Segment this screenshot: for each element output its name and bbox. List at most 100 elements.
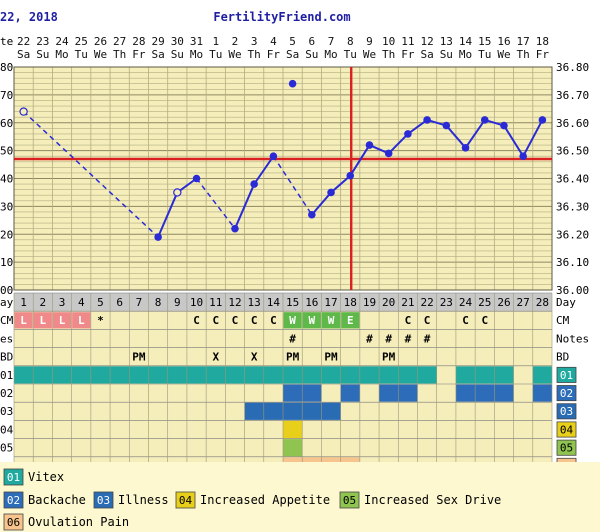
cm-mark: C — [424, 314, 431, 327]
legend-swatch — [3, 491, 24, 509]
y-tick-label: 36.00 — [556, 284, 589, 297]
temp-connector — [503, 125, 525, 157]
cm-mark: C — [232, 314, 239, 327]
left-axis-fragment: 70 — [0, 89, 13, 102]
weekday-label: Th — [113, 48, 126, 61]
y-tick-label: 36.80 — [556, 61, 589, 74]
date-label: 8 — [347, 35, 354, 48]
symptom-cell — [71, 366, 91, 384]
left-axis-fragment: 10 — [0, 256, 13, 269]
temp-connector — [311, 191, 332, 216]
date-label: 11 — [401, 35, 414, 48]
temp-point — [308, 210, 316, 219]
legend-swatch — [3, 513, 24, 531]
symptom-row-code: 02 — [560, 387, 573, 400]
temp-point — [423, 116, 431, 124]
symptom-cell — [302, 402, 322, 420]
date-label: 26 — [94, 35, 107, 48]
weekday-label: Su — [440, 48, 453, 61]
temp-connector — [330, 174, 351, 194]
egg-cm-cell — [321, 312, 341, 329]
period-cell — [14, 312, 33, 329]
legend-label: Ovulation Pain — [28, 515, 129, 529]
temperature-series — [14, 67, 552, 290]
cycle-day-label: 22 — [420, 296, 433, 309]
bd-mark: PM — [382, 351, 396, 364]
symptom-cell — [283, 384, 303, 402]
symptom-row-badge — [556, 403, 577, 420]
temp-point — [461, 144, 470, 152]
legend-code: 02 — [7, 494, 20, 507]
left-axis-fragment: 00 — [0, 284, 13, 297]
weekday-label: We — [228, 48, 241, 61]
cm-mark: C — [251, 314, 258, 327]
cm-mark: W — [289, 314, 296, 327]
weekday-label: Sa — [151, 48, 164, 61]
date-label: 17 — [517, 35, 530, 48]
weekday-label: Su — [171, 48, 184, 61]
date-label: 27 — [113, 35, 126, 48]
cycle-day-label: 1 — [20, 296, 27, 309]
cycle-day-label: 2 — [40, 296, 47, 309]
cm-mark: C — [193, 314, 200, 327]
date-label: 24 — [55, 35, 69, 48]
symptom-cell — [455, 384, 476, 402]
cycle-day-label: 27 — [517, 296, 530, 309]
date-label: 31 — [190, 35, 203, 48]
cycle-day-label: 10 — [190, 296, 203, 309]
symptom-cell — [225, 366, 245, 384]
temp-point — [173, 188, 182, 197]
cm-mark: W — [328, 314, 335, 327]
date-label: 22 — [17, 35, 30, 48]
date-label: 15 — [478, 35, 491, 48]
symptom-cell — [263, 402, 283, 420]
cm-mark: C — [405, 314, 412, 327]
symptom-cell — [283, 420, 303, 439]
symptom-row-badge — [556, 385, 577, 402]
date-label: 2 — [232, 35, 239, 48]
temp-connector — [407, 119, 428, 135]
cycle-day-label: 14 — [267, 296, 281, 309]
symptom-cell — [532, 384, 552, 402]
temp-point — [519, 152, 527, 160]
chart-labels: 22Sa23Su24Mo25Tu26We27Th28Fr29Sa30Su31Mo… — [0, 35, 589, 297]
legend-code: 05 — [343, 494, 356, 507]
symptom-cell — [494, 384, 514, 402]
weekday-label: Sa — [286, 48, 299, 61]
cm-mark: L — [40, 314, 47, 327]
temp-point — [480, 116, 489, 124]
symptom-legend: 01 Vitex 02 Backache 03 Illness 04 Increased Ap… — [0, 462, 600, 532]
note-mark: # — [289, 332, 296, 345]
row-label-day: Day — [556, 296, 576, 309]
weekday-label: Mo — [190, 48, 203, 61]
date-label: 6 — [309, 35, 316, 48]
symptom-cell — [244, 366, 264, 384]
symptom-cell — [494, 366, 514, 384]
y-tick-label: 36.30 — [556, 200, 589, 213]
row-label-cm: CM — [556, 314, 570, 327]
date-label: 25 — [75, 35, 88, 48]
y-tick-label: 36.40 — [556, 173, 589, 186]
weekday-label: Su — [36, 48, 49, 61]
period-cell — [52, 312, 72, 329]
row-label-bd: BD — [556, 351, 569, 364]
legend-swatch — [93, 491, 114, 509]
temp-point — [269, 152, 278, 160]
symptom-cell — [532, 366, 552, 384]
weekday-label: Fr — [536, 48, 550, 61]
left-axis-fragment: 60 — [0, 117, 13, 130]
legend-swatch — [175, 491, 196, 509]
legend-label: Illness — [118, 493, 169, 507]
left-axis-fragment: BD — [0, 351, 13, 364]
date-label: 12 — [420, 35, 433, 48]
legend-label: Increased Appetite — [200, 493, 330, 507]
temp-point — [231, 224, 239, 233]
symptom-cell — [14, 366, 34, 384]
temp-connector — [195, 178, 236, 230]
left-axis-fragment: 30 — [0, 200, 13, 213]
bd-mark: PM — [132, 351, 146, 364]
symptom-cell — [340, 366, 360, 384]
cycle-day-label: 13 — [248, 296, 261, 309]
symptom-row-code: 03 — [560, 405, 573, 418]
